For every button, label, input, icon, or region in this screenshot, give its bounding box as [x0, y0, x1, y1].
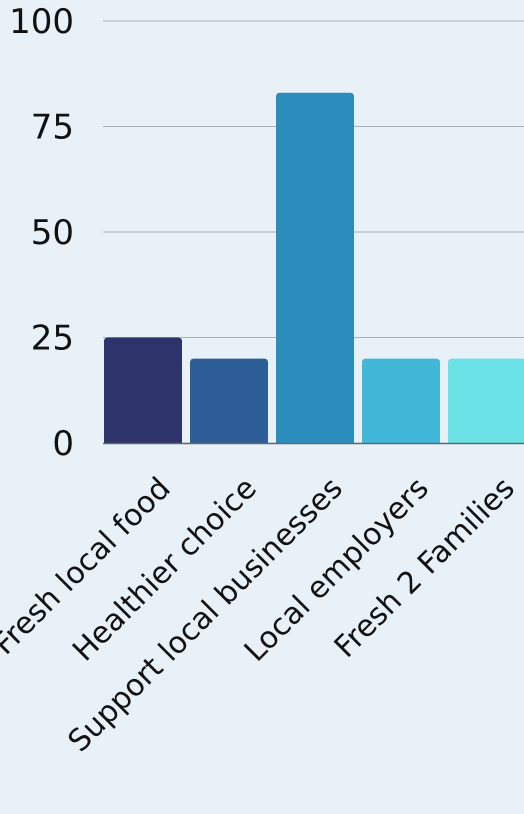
bar-fresh-2-families [448, 358, 524, 443]
y-tick-label-75: 75 [31, 108, 74, 148]
bar-local-employers [362, 358, 440, 443]
bar-support-local-businesses [276, 92, 354, 444]
bar-healthier-choice [190, 358, 268, 443]
y-tick-label-100: 100 [9, 2, 74, 42]
y-tick-label-0: 0 [52, 424, 74, 464]
y-tick-label-50: 50 [31, 213, 74, 253]
bars [104, 92, 524, 444]
y-axis-tick-labels: 0 25 50 75 100 [9, 2, 74, 464]
y-tick-label-25: 25 [31, 319, 74, 359]
bar-fresh-local-food [104, 337, 182, 443]
